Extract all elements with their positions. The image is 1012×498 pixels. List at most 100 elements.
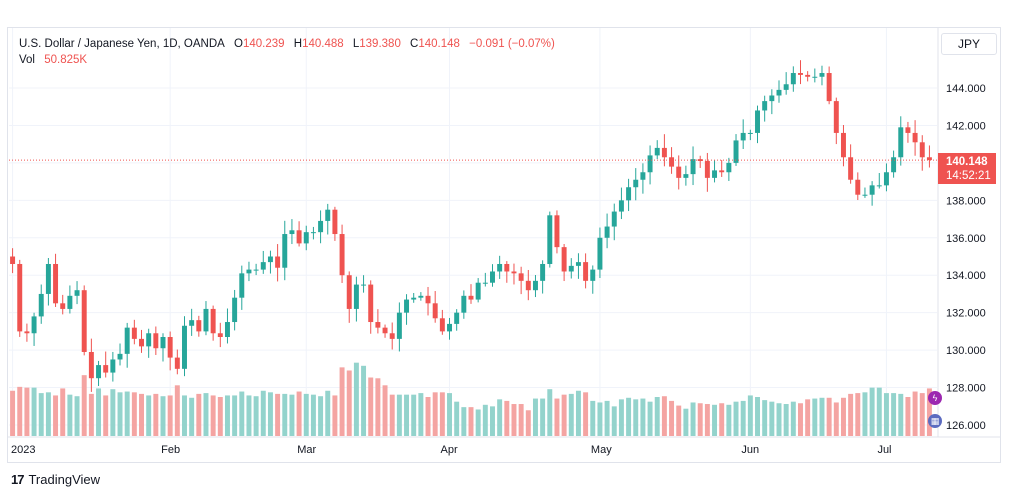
candle-body[interactable] — [318, 220, 324, 233]
candle-body[interactable] — [468, 295, 474, 300]
candle-body[interactable] — [840, 132, 846, 158]
candle-body[interactable] — [53, 263, 59, 304]
candle-body[interactable] — [67, 295, 73, 309]
candle-body[interactable] — [733, 140, 739, 163]
candle-body[interactable] — [396, 312, 402, 339]
candle-body[interactable] — [518, 273, 524, 281]
candle-body[interactable] — [590, 269, 596, 281]
candle-body[interactable] — [339, 234, 345, 276]
candle-body[interactable] — [561, 247, 567, 272]
candle-body[interactable] — [296, 230, 302, 244]
candle-body[interactable] — [110, 359, 116, 373]
candle-body[interactable] — [31, 316, 37, 334]
candle-body[interactable] — [131, 327, 137, 339]
candle-body[interactable] — [726, 162, 732, 173]
candle-body[interactable] — [275, 256, 281, 268]
candle-body[interactable] — [919, 142, 925, 158]
candle-body[interactable] — [439, 318, 445, 332]
symbol-name[interactable]: U.S. Dollar / Japanese Yen, 1D, OANDA — [19, 38, 225, 50]
candle-body[interactable] — [60, 303, 66, 309]
candle-body[interactable] — [704, 161, 710, 178]
candle-body[interactable] — [891, 157, 897, 173]
candle-body[interactable] — [196, 320, 202, 332]
candle-body[interactable] — [88, 351, 94, 379]
candle-body[interactable] — [461, 295, 467, 313]
candle-body[interactable] — [826, 73, 832, 102]
candle-body[interactable] — [597, 237, 603, 270]
candle-body[interactable] — [568, 265, 574, 272]
candle-body[interactable] — [819, 73, 825, 77]
candle-body[interactable] — [905, 127, 911, 133]
candle-body[interactable] — [182, 325, 187, 369]
candle-body[interactable] — [540, 263, 546, 281]
candle-body[interactable] — [260, 262, 266, 270]
candle-body[interactable] — [103, 365, 109, 373]
candle-body[interactable] — [898, 127, 904, 158]
candle-body[interactable] — [174, 357, 180, 369]
candle-body[interactable] — [490, 271, 495, 283]
candle-body[interactable] — [232, 297, 238, 323]
candle-body[interactable] — [203, 308, 209, 332]
candle-body[interactable] — [146, 333, 152, 347]
candle-body[interactable] — [45, 263, 51, 294]
candle-body[interactable] — [626, 187, 632, 201]
candle-body[interactable] — [38, 293, 44, 317]
candle-body[interactable] — [210, 308, 216, 334]
candle-body[interactable] — [404, 299, 410, 313]
candle-body[interactable] — [239, 273, 245, 298]
time-axis[interactable]: 2023 Feb Mar Apr May Jun Jul — [11, 444, 892, 456]
candle-body[interactable] — [633, 179, 639, 188]
candle-body[interactable] — [74, 290, 80, 296]
candle-body[interactable] — [497, 263, 503, 272]
candle-body[interactable] — [883, 172, 889, 186]
candle-body[interactable] — [833, 101, 839, 133]
candle-body[interactable] — [805, 74, 811, 77]
candle-body[interactable] — [361, 284, 367, 286]
candle-body[interactable] — [160, 337, 166, 349]
candle-body[interactable] — [332, 209, 338, 235]
candle-body[interactable] — [654, 147, 660, 156]
candle-body[interactable] — [325, 209, 331, 221]
candle-body[interactable] — [310, 232, 316, 234]
candle-body[interactable] — [812, 76, 818, 78]
candle-body[interactable] — [532, 280, 538, 291]
candle-body[interactable] — [353, 284, 359, 309]
candle-body[interactable] — [862, 194, 868, 196]
candle-body[interactable] — [769, 95, 775, 102]
candle-body[interactable] — [525, 280, 531, 291]
candle-body[interactable] — [611, 211, 617, 227]
candle-body[interactable] — [411, 297, 417, 300]
candle-body[interactable] — [124, 327, 130, 354]
price-axis[interactable]: 144.000142.000140.000138.000136.000134.0… — [946, 83, 986, 432]
candle-body[interactable] — [554, 215, 560, 248]
candle-body[interactable] — [755, 110, 760, 133]
candle-body[interactable] — [189, 320, 195, 326]
candle-body[interactable] — [504, 263, 510, 272]
candle-body[interactable] — [289, 230, 295, 235]
candle-body[interactable] — [676, 166, 682, 178]
candle-body[interactable] — [604, 226, 610, 238]
candle-body[interactable] — [153, 333, 159, 349]
candle-body[interactable] — [855, 179, 861, 195]
candle-body[interactable] — [267, 256, 273, 263]
candle-body[interactable] — [24, 331, 30, 334]
candle-body[interactable] — [719, 170, 725, 173]
candle-body[interactable] — [683, 174, 689, 178]
candle-body[interactable] — [798, 73, 803, 75]
candle-body[interactable] — [876, 185, 882, 187]
candle-body[interactable] — [747, 132, 753, 134]
candle-body[interactable] — [382, 327, 388, 334]
candle-body[interactable] — [117, 353, 123, 360]
candle-body[interactable] — [762, 101, 768, 111]
candle-body[interactable] — [303, 232, 309, 244]
candle-body[interactable] — [912, 132, 918, 143]
candle-body[interactable] — [282, 234, 288, 268]
candle-body[interactable] — [246, 269, 252, 274]
calendar-icon[interactable]: ▦ — [928, 414, 942, 428]
candle-body[interactable] — [425, 295, 431, 304]
lightning-icon[interactable]: ϟ — [928, 391, 942, 405]
candle-body[interactable] — [869, 185, 875, 195]
candle-body[interactable] — [690, 159, 696, 175]
candle-body[interactable] — [454, 312, 460, 324]
candle-body[interactable] — [375, 322, 381, 328]
